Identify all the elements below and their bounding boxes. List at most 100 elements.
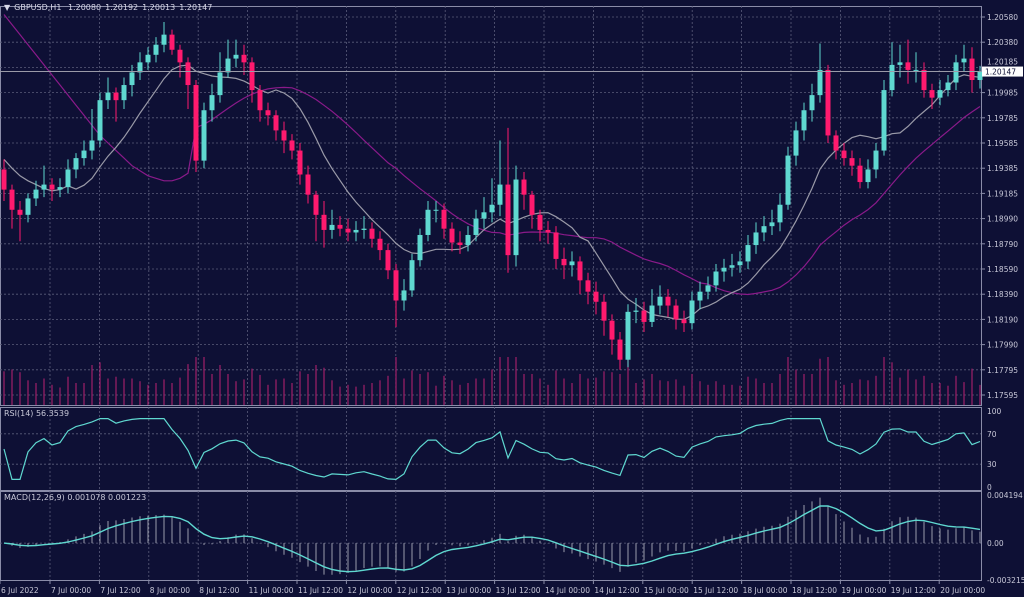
candle — [609, 314, 615, 355]
candle-body — [473, 218, 479, 235]
time-axis-label: 20 Jul 00:00 — [940, 586, 985, 595]
candle-body — [889, 64, 895, 91]
candle — [1, 159, 7, 201]
candle — [641, 301, 647, 332]
candle — [233, 39, 239, 68]
candle-body — [89, 140, 95, 151]
candle — [41, 165, 47, 198]
candle — [81, 140, 87, 166]
open-value: 1.20080 — [67, 3, 102, 12]
candle — [265, 102, 271, 126]
time-axis-label: 19 Jul 12:00 — [891, 586, 936, 595]
candle — [89, 108, 95, 160]
candle-body — [793, 130, 799, 156]
candle — [25, 193, 31, 223]
candle-body — [897, 62, 903, 65]
candle — [753, 222, 759, 254]
candle — [865, 159, 871, 189]
candle-body — [977, 71, 983, 80]
candle-body — [241, 54, 247, 63]
collapse-triangle-icon[interactable]: ▼ — [4, 3, 11, 12]
time-axis-label: 18 Jul 00:00 — [743, 586, 788, 595]
candle — [841, 143, 847, 166]
candle-body — [1, 169, 7, 190]
candle-body — [393, 270, 399, 301]
candle-body — [809, 95, 815, 111]
time-axis-label: 13 Jul 12:00 — [496, 586, 541, 595]
candle-body — [593, 291, 599, 302]
candle — [601, 294, 607, 336]
candle-body — [921, 69, 927, 91]
candle — [705, 276, 711, 300]
candle — [9, 184, 15, 229]
candle — [513, 165, 519, 267]
candle-body — [449, 228, 455, 243]
candle — [65, 159, 71, 194]
candle-body — [761, 226, 767, 233]
candle-body — [57, 187, 63, 190]
candle — [729, 253, 735, 277]
candle — [193, 80, 199, 172]
candle-body — [441, 209, 447, 229]
candle — [825, 64, 831, 143]
candle-body — [481, 212, 487, 219]
macd-signal-line — [3, 505, 981, 573]
candle — [281, 121, 287, 154]
time-axis-label: 14 Jul 00:00 — [545, 586, 590, 595]
candle — [665, 289, 671, 317]
candle — [321, 200, 327, 248]
candle-body — [873, 150, 879, 170]
candle — [745, 234, 751, 269]
time-axis-label: 14 Jul 12:00 — [594, 586, 639, 595]
candle-body — [209, 95, 215, 111]
time-axis-label: 19 Jul 00:00 — [841, 586, 886, 595]
moving-average-slow-line — [3, 14, 981, 296]
price-axis-label: 1.18390 — [987, 290, 1018, 299]
candle — [153, 37, 159, 63]
time-axis-label: 11 Jul 12:00 — [298, 586, 343, 595]
candle-body — [705, 285, 711, 292]
candle-body — [465, 234, 471, 246]
rsi-line — [3, 418, 981, 481]
price-axis-label: 1.20185 — [987, 58, 1018, 67]
candle — [249, 57, 255, 103]
candle-body — [161, 34, 167, 45]
candle-body — [633, 310, 639, 312]
price-axis-label: 1.18790 — [987, 240, 1018, 249]
candle-body — [561, 258, 567, 266]
candle — [577, 256, 583, 295]
time-axis-label: 12 Jul 00:00 — [347, 586, 392, 595]
time-axis-label: 13 Jul 00:00 — [446, 586, 491, 595]
candle-body — [641, 310, 647, 322]
candle — [329, 209, 335, 239]
candle-body — [617, 339, 623, 360]
price-axis-label: 1.19385 — [987, 164, 1018, 173]
candle-body — [497, 184, 503, 205]
candle-body — [961, 58, 967, 63]
candle-body — [233, 54, 239, 59]
low-value: 1.20013 — [142, 3, 176, 12]
candle-body — [217, 72, 223, 96]
candle-body — [97, 100, 103, 141]
candle-body — [313, 194, 319, 215]
candle — [217, 52, 223, 103]
candle-body — [433, 209, 439, 211]
candle — [425, 200, 431, 242]
candle — [977, 65, 983, 89]
price-axis-label: 1.18990 — [987, 215, 1018, 224]
candle-body — [225, 58, 231, 73]
candle-body — [753, 232, 759, 246]
candle-body — [881, 90, 887, 151]
candle-body — [649, 305, 655, 322]
candle — [57, 178, 63, 198]
candle-body — [65, 169, 71, 188]
candle — [97, 92, 103, 147]
candle-body — [273, 115, 279, 131]
candle-body — [25, 198, 31, 215]
symbol-header: ▼ GBPUSD,H1 1.20080 1.20192 1.20013 1.20147 — [4, 3, 216, 12]
candle-body — [81, 150, 87, 159]
candle — [785, 146, 791, 210]
candle — [305, 165, 311, 204]
candle — [177, 44, 183, 78]
